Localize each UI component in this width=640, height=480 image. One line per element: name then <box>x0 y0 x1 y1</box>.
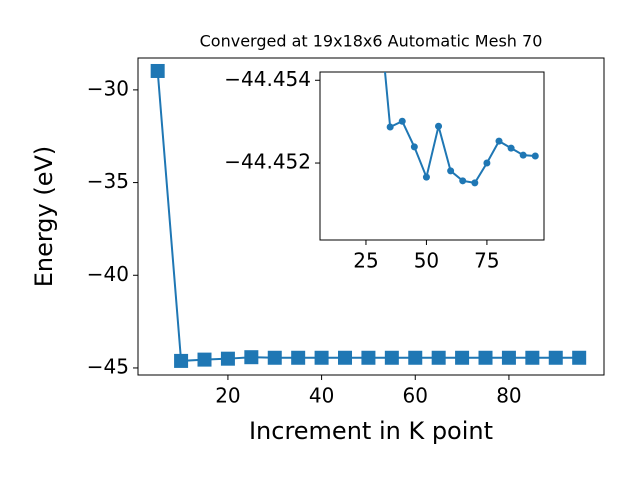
marker <box>291 350 306 365</box>
y-tick-label: −35 <box>87 169 129 193</box>
marker <box>197 352 212 367</box>
y-tick-label: −40 <box>87 262 129 286</box>
marker <box>519 151 527 159</box>
data-layer <box>150 63 587 368</box>
x-tick-label: 20 <box>215 384 240 408</box>
marker <box>447 167 455 175</box>
marker <box>174 353 189 368</box>
marker <box>244 350 259 365</box>
marker <box>375 0 382 1</box>
marker <box>422 173 430 181</box>
marker <box>548 350 563 365</box>
marker <box>384 350 399 365</box>
marker <box>150 63 165 78</box>
chart-title: Converged at 19x18x6 Automatic Mesh 70 <box>200 32 543 51</box>
y-tick-label: −44.452 <box>224 150 311 174</box>
marker <box>501 350 516 365</box>
y-axis-label: Energy (eV) <box>30 146 58 288</box>
marker <box>531 152 539 160</box>
x-tick-label: 75 <box>474 249 499 273</box>
marker <box>495 137 503 145</box>
y-tick-label: −30 <box>87 76 129 100</box>
marker <box>408 350 423 365</box>
marker <box>398 117 406 125</box>
marker <box>435 122 443 130</box>
x-axis-label: Increment in K point <box>249 417 493 445</box>
plot: 25 50 75 −44.454 −44.452 <box>224 0 545 273</box>
marker <box>431 350 446 365</box>
marker <box>507 144 515 152</box>
marker <box>471 179 479 187</box>
x-tick-label: 60 <box>403 384 428 408</box>
marker <box>455 350 470 365</box>
y-tick-label: −44.454 <box>224 67 311 91</box>
marker <box>361 350 376 365</box>
marker <box>314 350 329 365</box>
marker <box>572 350 587 365</box>
marker <box>525 350 540 365</box>
marker <box>386 123 394 131</box>
marker <box>459 177 467 185</box>
marker <box>267 350 282 365</box>
x-tick-label: 50 <box>414 249 439 273</box>
marker <box>478 350 493 365</box>
marker <box>483 159 491 167</box>
x-tick-label: 25 <box>353 249 378 273</box>
marker <box>338 350 353 365</box>
marker <box>410 143 418 151</box>
marker <box>220 351 235 366</box>
data-layer <box>375 0 539 187</box>
y-tick-label: −45 <box>87 354 129 378</box>
x-tick-label: 40 <box>309 384 334 408</box>
x-tick-label: 80 <box>496 384 521 408</box>
